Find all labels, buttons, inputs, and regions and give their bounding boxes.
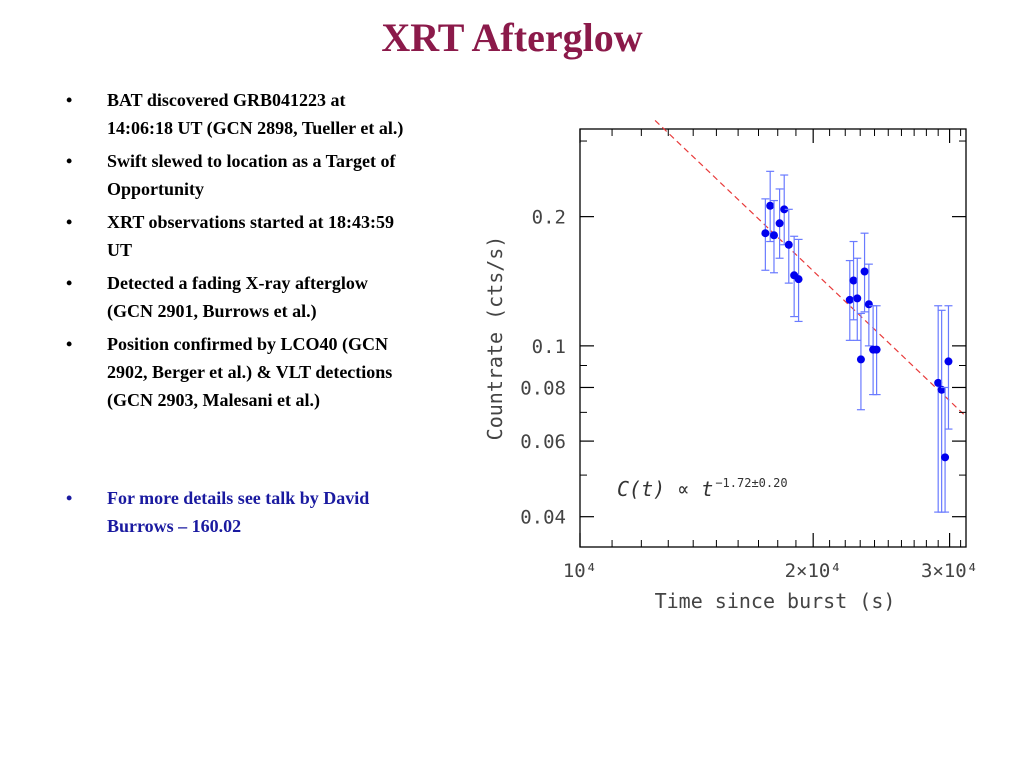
fit-annotation: C(t) ∝ t −1.72±0.20 — [617, 476, 788, 501]
y-tick-label: 0.1 — [532, 336, 566, 358]
data-point-group — [849, 240, 858, 321]
bullet-text: Detected a fading X-ray afterglow (GCN 2… — [107, 273, 368, 321]
data-point — [849, 276, 858, 285]
data-point-group — [856, 312, 865, 411]
data-point — [794, 275, 803, 284]
data-point-group — [845, 259, 854, 341]
data-point — [864, 300, 873, 309]
x-axis-label: Time since burst (s) — [655, 589, 896, 613]
x-tick-label: 2×10⁴ — [785, 560, 842, 582]
data-point — [872, 345, 881, 354]
bullet-dot: • — [66, 151, 73, 171]
data-point-group — [860, 232, 869, 313]
data-point — [845, 295, 854, 304]
data-point — [856, 355, 865, 364]
data-point — [853, 294, 862, 303]
bullet-item: • Position confirmed by LCO40 (GCN 2902, … — [66, 330, 406, 414]
data-point-group — [784, 208, 793, 284]
bullet-item: • BAT discovered GRB041223 at 14:06:18 UT… — [66, 86, 406, 142]
data-point-group — [775, 188, 784, 259]
y-tick-label: 0.08 — [520, 377, 566, 399]
y-axis-label: Countrate (cts/s) — [483, 236, 507, 441]
bullet-dot: • — [66, 273, 73, 293]
talk-reference-bullet: • For more details see talk by David Burr… — [66, 484, 406, 540]
power-law-fit-line — [654, 120, 967, 417]
x-tick-label: 3×10⁴ — [921, 560, 978, 582]
bullet-dot: • — [66, 90, 73, 110]
x-tick-label: 10⁴ — [563, 560, 597, 582]
data-point-group — [944, 305, 953, 430]
bullet-text: BAT discovered GRB041223 at 14:06:18 UT … — [107, 90, 404, 138]
talk-reference-text: For more details see talk by David Burro… — [107, 488, 370, 536]
data-point-group — [872, 305, 881, 396]
fit-annotation-main: C(t) ∝ t — [617, 477, 713, 501]
data-point-group — [769, 199, 778, 274]
data-point-group — [937, 309, 946, 513]
data-point — [766, 201, 775, 210]
bullet-text: XRT observations started at 18:43:59 UT — [107, 212, 395, 260]
slide-title: XRT Afterglow — [381, 15, 643, 60]
data-point — [860, 267, 869, 276]
data-point-group — [853, 257, 862, 341]
data-point-group — [780, 174, 789, 246]
data-point — [941, 453, 950, 462]
data-point — [784, 240, 793, 249]
bullet-item: • Swift slewed to location as a Target of… — [66, 147, 406, 203]
bullet-list: • BAT discovered GRB041223 at 14:06:18 UT… — [66, 86, 406, 545]
data-point — [761, 229, 770, 238]
bullet-dot: • — [66, 212, 73, 232]
data-point-group — [864, 263, 873, 347]
bullet-text: Position confirmed by LCO40 (GCN 2902, B… — [107, 334, 393, 410]
data-point-group — [761, 198, 770, 271]
fit-annotation-exponent: −1.72±0.20 — [715, 476, 787, 490]
bullet-dot: • — [66, 334, 73, 354]
bullet-item: • XRT observations started at 18:43:59 UT — [66, 208, 406, 264]
bullet-text: Swift slewed to location as a Target of … — [107, 151, 396, 199]
bullet-dot: • — [66, 488, 73, 508]
y-tick-label: 0.04 — [520, 507, 566, 529]
data-point — [934, 378, 943, 387]
data-point — [780, 205, 789, 214]
data-point-group — [941, 386, 950, 513]
y-tick-label: 0.2 — [532, 207, 566, 229]
data-point — [769, 231, 778, 240]
afterglow-chart: 0.04 0.06 0.08 0.1 0.2 10⁴ 2×10⁴ 3×10⁴ Time sin… — [483, 120, 978, 613]
data-point-group — [934, 305, 943, 513]
plot-frame — [579, 128, 967, 548]
data-point-group — [794, 238, 803, 323]
y-tick-label: 0.06 — [520, 431, 566, 453]
data-point — [775, 219, 784, 228]
data-point-group — [766, 170, 775, 243]
bullet-item: • Detected a fading X-ray afterglow (GCN … — [66, 269, 406, 325]
data-point — [944, 357, 953, 366]
